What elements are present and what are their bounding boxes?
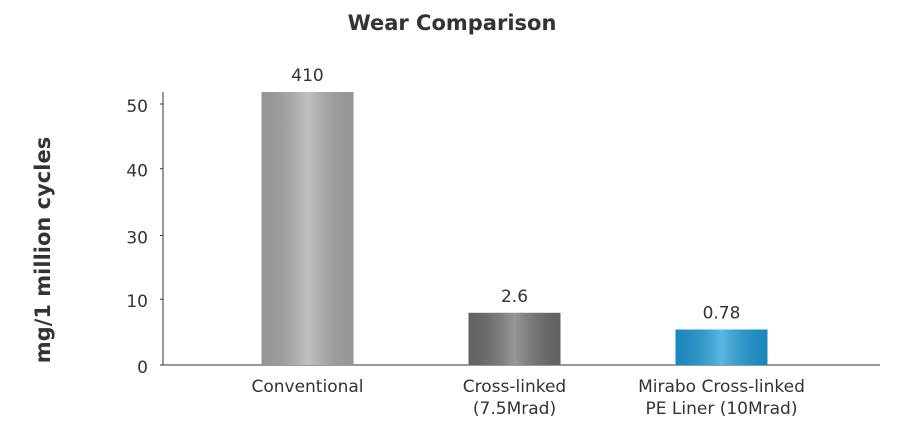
y-tick-label: 40: [126, 162, 148, 182]
data-label: 0.78: [703, 304, 741, 324]
chart-title: Wear Comparison: [348, 11, 557, 35]
bar-shine: [261, 91, 354, 365]
y-tick-label: 30: [126, 229, 148, 249]
x-tick-label: PE Liner (10Mrad): [646, 399, 798, 419]
x-tick-label: Cross-linked: [463, 377, 566, 397]
y-tick-label: 0: [137, 358, 148, 378]
y-tick-label: 50: [126, 97, 148, 117]
data-label: 410: [291, 66, 323, 86]
x-tick-label: (7.5Mrad): [473, 399, 556, 419]
y-axis-label: mg/1 million cycles: [31, 137, 55, 363]
data-label: 2.6: [501, 287, 528, 307]
bar-shine: [468, 312, 561, 365]
x-tick-label: Mirabo Cross-linked: [638, 377, 805, 397]
bar-shine: [675, 329, 768, 365]
x-tick-label: Conventional: [251, 377, 363, 397]
y-tick-label: 10: [126, 292, 148, 312]
